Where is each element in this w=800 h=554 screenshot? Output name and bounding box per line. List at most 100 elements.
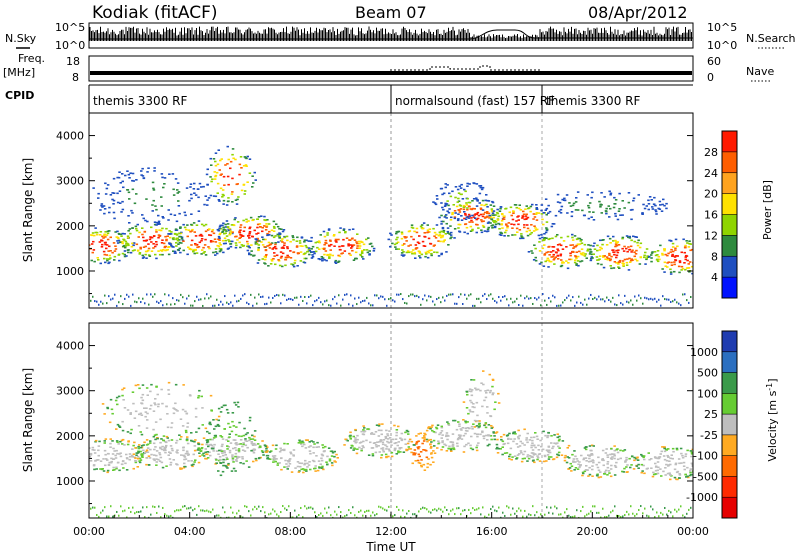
velocity-echo bbox=[162, 439, 165, 442]
power-echo bbox=[130, 304, 132, 307]
velocity-echo bbox=[230, 470, 234, 472]
power-echo bbox=[193, 252, 196, 255]
velocity-echo bbox=[434, 431, 437, 434]
power-echo bbox=[118, 259, 121, 262]
power-echo bbox=[225, 220, 229, 222]
power-echo bbox=[226, 248, 230, 250]
power-echo bbox=[141, 227, 144, 229]
power-echo bbox=[444, 214, 448, 216]
colorbar-swatch bbox=[722, 434, 737, 457]
power-echo bbox=[141, 167, 144, 170]
power-echo bbox=[337, 261, 340, 263]
velocity-echo bbox=[273, 458, 276, 461]
velocity-echo bbox=[198, 455, 202, 457]
velocity-echo bbox=[139, 446, 143, 449]
velocity-echo bbox=[384, 444, 387, 446]
power-echo bbox=[83, 236, 86, 238]
velocity-echo bbox=[574, 461, 577, 463]
velocity-echo bbox=[200, 447, 204, 449]
velocity-echo bbox=[638, 508, 640, 511]
velocity-echo bbox=[584, 457, 588, 459]
power-echo bbox=[304, 296, 306, 299]
power-echo bbox=[173, 214, 177, 216]
power-echo bbox=[462, 204, 466, 207]
velocity-echo bbox=[228, 426, 232, 428]
velocity-echo bbox=[194, 459, 197, 461]
power-echo bbox=[575, 264, 578, 266]
velocity-echo bbox=[512, 440, 515, 443]
power-echo bbox=[264, 258, 267, 261]
power-echo bbox=[106, 302, 108, 305]
velocity-echo bbox=[261, 440, 264, 442]
velocity-echo bbox=[545, 460, 548, 462]
power-echo bbox=[280, 228, 283, 230]
velocity-echo bbox=[652, 473, 656, 476]
power-echo bbox=[602, 298, 604, 301]
velocity-echo bbox=[654, 473, 658, 475]
velocity-echo bbox=[543, 460, 546, 463]
velocity-echo bbox=[313, 443, 316, 445]
velocity-echo bbox=[547, 446, 551, 448]
power-echo bbox=[686, 299, 688, 302]
power-echo bbox=[256, 239, 260, 241]
power-echo bbox=[368, 253, 371, 255]
power-echo bbox=[569, 244, 572, 246]
velocity-echo bbox=[268, 451, 272, 453]
velocity-echo bbox=[420, 507, 422, 510]
power-echo bbox=[135, 227, 138, 230]
power-echo bbox=[345, 237, 349, 239]
velocity-echo bbox=[137, 447, 141, 450]
power-echo bbox=[103, 208, 107, 210]
power-echo bbox=[673, 270, 676, 273]
velocity-echo bbox=[201, 424, 204, 426]
power-echo bbox=[200, 235, 204, 237]
velocity-echo bbox=[212, 447, 215, 450]
velocity-echo bbox=[574, 515, 576, 518]
power-echo bbox=[686, 259, 689, 262]
power-echo bbox=[662, 295, 664, 298]
velocity-echo bbox=[379, 439, 383, 441]
power-echo bbox=[688, 240, 691, 242]
power-echo bbox=[552, 250, 555, 252]
velocity-echo bbox=[689, 450, 693, 452]
power-echo bbox=[242, 230, 246, 232]
power-echo bbox=[475, 183, 479, 185]
velocity-echo bbox=[276, 462, 280, 465]
power-echo bbox=[352, 259, 356, 261]
x-tick-label: 12:00 bbox=[375, 525, 407, 538]
velocity-echo bbox=[145, 407, 148, 409]
velocity-echo bbox=[570, 470, 573, 472]
power-echo bbox=[448, 233, 451, 235]
power-echo bbox=[588, 248, 592, 251]
power-echo bbox=[118, 233, 121, 235]
velocity-echo bbox=[678, 477, 681, 479]
velocity-echo bbox=[456, 442, 459, 445]
power-echo bbox=[518, 304, 520, 307]
velocity-echo bbox=[631, 455, 634, 457]
power-echo bbox=[223, 184, 226, 186]
velocity-echo bbox=[216, 423, 220, 426]
velocity-echo bbox=[99, 468, 102, 470]
power-echo bbox=[418, 296, 420, 299]
velocity-echo bbox=[587, 475, 590, 477]
power-echo bbox=[347, 243, 350, 245]
power-echo bbox=[526, 295, 528, 298]
power-echo bbox=[263, 215, 266, 218]
velocity-echo bbox=[510, 458, 513, 461]
power-echo bbox=[98, 303, 100, 306]
power-echo bbox=[69, 242, 72, 244]
velocity-echo bbox=[526, 454, 530, 456]
velocity-echo bbox=[680, 452, 683, 455]
velocity-echo bbox=[374, 444, 378, 446]
power-echo bbox=[427, 237, 431, 240]
velocity-echo bbox=[91, 449, 94, 451]
velocity-echo bbox=[197, 442, 200, 444]
velocity-echo bbox=[511, 456, 514, 458]
power-echo bbox=[459, 208, 463, 210]
velocity-echo bbox=[280, 457, 283, 459]
velocity-echo bbox=[218, 456, 222, 458]
power-echo bbox=[196, 246, 199, 249]
power-echo bbox=[470, 293, 472, 296]
velocity-echo bbox=[493, 435, 496, 437]
